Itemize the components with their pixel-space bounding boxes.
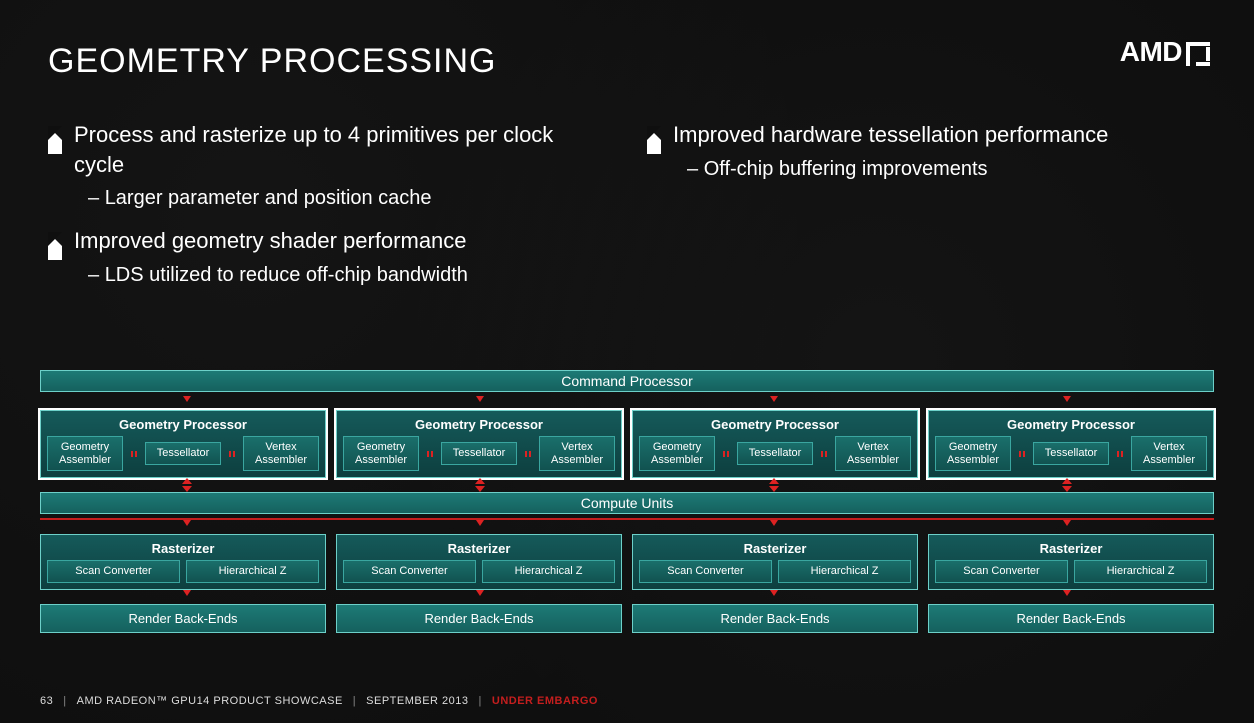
geom-sub-block: VertexAssembler — [1131, 436, 1207, 471]
red-connector-icon — [131, 451, 137, 457]
red-connector-icon — [723, 451, 729, 457]
geom-sub-block: GeometryAssembler — [47, 436, 123, 471]
render-backend-block: Render Back-Ends — [632, 604, 918, 633]
rasterizer-sub-block: Scan Converter — [47, 560, 180, 583]
red-connector-icon — [525, 451, 531, 457]
render-backend-block: Render Back-Ends — [336, 604, 622, 633]
geometry-processor-title: Geometry Processor — [639, 415, 911, 436]
rasterizer-title: Rasterizer — [47, 539, 319, 560]
red-connector-icon — [229, 451, 235, 457]
geom-sub-block: GeometryAssembler — [639, 436, 715, 471]
bullets-right-col: Improved hardware tessellation performan… — [647, 120, 1206, 303]
geom-sub-block: Tessellator — [145, 442, 221, 465]
connector-cu-to-rast — [40, 520, 1214, 534]
rasterizer-unit: RasterizerScan Converter Hierarchical Z — [632, 534, 918, 590]
connector-rast-to-backend — [40, 590, 1214, 604]
amd-logo-icon — [1186, 42, 1210, 66]
compute-units-bar: Compute Units — [40, 492, 1214, 514]
footer-page-number: 63 — [40, 695, 53, 707]
bullet-text: Improved geometry shader performance — [74, 226, 467, 256]
geom-sub-block: Tessellator — [737, 442, 813, 465]
rasterizer-title: Rasterizer — [639, 539, 911, 560]
rasterizer-sub-block: Scan Converter — [639, 560, 772, 583]
rasterizer-sub-block: Hierarchical Z — [1074, 560, 1207, 583]
rasterizer-sub-block: Scan Converter — [935, 560, 1068, 583]
footer-date: SEPTEMBER 2013 — [366, 695, 468, 707]
render-backend-block: Render Back-Ends — [40, 604, 326, 633]
geometry-processor-title: Geometry Processor — [343, 415, 615, 436]
bullet-text: Process and rasterize up to 4 primitives… — [74, 120, 607, 179]
bullet-sub-text: LDS utilized to reduce off-chip bandwidt… — [88, 262, 607, 289]
geom-sub-block: Tessellator — [1033, 442, 1109, 465]
bullets-left-col: Process and rasterize up to 4 primitives… — [48, 120, 607, 303]
bullet-sub-text: Larger parameter and position cache — [88, 185, 607, 212]
footer-sep: | — [479, 695, 482, 707]
render-backend-block: Render Back-Ends — [928, 604, 1214, 633]
rasterizer-sub-block: Scan Converter — [343, 560, 476, 583]
render-backends-row: Render Back-Ends Render Back-Ends Render B… — [40, 604, 1214, 633]
geometry-processor-unit: Geometry ProcessorGeometryAssembler Tesse… — [928, 410, 1214, 478]
bullets-region: Process and rasterize up to 4 primitives… — [48, 120, 1206, 303]
footer-product: AMD RADEON™ GPU14 PRODUCT SHOWCASE — [77, 695, 343, 707]
architecture-diagram: Command Processor Geometry ProcessorGeom… — [40, 370, 1214, 633]
geom-sub-block: GeometryAssembler — [343, 436, 419, 471]
rasterizer-sub-block: Hierarchical Z — [482, 560, 615, 583]
bullet-item: Process and rasterize up to 4 primitives… — [48, 120, 607, 179]
geom-sub-block: Tessellator — [441, 442, 517, 465]
geometry-processor-unit: Geometry ProcessorGeometryAssembler Tesse… — [40, 410, 326, 478]
red-connector-icon — [427, 451, 433, 457]
geom-sub-block: GeometryAssembler — [935, 436, 1011, 471]
triangle-bullet-icon — [48, 126, 62, 154]
page-title: GEOMETRY PROCESSING — [48, 42, 497, 81]
geometry-processor-title: Geometry Processor — [935, 415, 1207, 436]
slide-footer: 63 | AMD RADEON™ GPU14 PRODUCT SHOWCASE … — [40, 695, 598, 707]
geom-sub-block: VertexAssembler — [835, 436, 911, 471]
rasterizer-sub-block: Hierarchical Z — [778, 560, 911, 583]
geometry-processor-unit: Geometry ProcessorGeometryAssembler Tesse… — [336, 410, 622, 478]
rasterizer-row: RasterizerScan ConverterHierarchical ZRa… — [40, 534, 1214, 590]
rasterizer-title: Rasterizer — [343, 539, 615, 560]
amd-logo: AMD — [1120, 36, 1210, 68]
geometry-processor-unit: Geometry ProcessorGeometryAssembler Tesse… — [632, 410, 918, 478]
red-connector-icon — [1117, 451, 1123, 457]
geometry-processor-row: Geometry ProcessorGeometryAssemblerTesse… — [40, 410, 1214, 478]
amd-logo-text: AMD — [1120, 36, 1182, 68]
red-connector-icon — [821, 451, 827, 457]
red-connector-icon — [1019, 451, 1025, 457]
bullet-item: Improved geometry shader performance — [48, 226, 607, 256]
rasterizer-title: Rasterizer — [935, 539, 1207, 560]
geometry-processor-title: Geometry Processor — [47, 415, 319, 436]
rasterizer-sub-block: Hierarchical Z — [186, 560, 319, 583]
geom-sub-block: VertexAssembler — [243, 436, 319, 471]
bullet-text: Improved hardware tessellation performan… — [673, 120, 1108, 150]
triangle-bullet-icon — [647, 126, 661, 154]
geom-sub-block: VertexAssembler — [539, 436, 615, 471]
rasterizer-unit: RasterizerScan Converter Hierarchical Z — [40, 534, 326, 590]
footer-embargo: UNDER EMBARGO — [492, 695, 598, 707]
footer-sep: | — [63, 695, 66, 707]
rasterizer-unit: RasterizerScan Converter Hierarchical Z — [928, 534, 1214, 590]
connector-geom-to-cu — [40, 478, 1214, 492]
footer-sep: | — [353, 695, 356, 707]
connector-cmd-to-geom — [40, 396, 1214, 410]
rasterizer-unit: RasterizerScan Converter Hierarchical Z — [336, 534, 622, 590]
triangle-bullet-icon — [48, 232, 62, 260]
bullet-sub-text: Off-chip buffering improvements — [687, 156, 1206, 183]
bullet-item: Improved hardware tessellation performan… — [647, 120, 1206, 150]
command-processor-bar: Command Processor — [40, 370, 1214, 392]
